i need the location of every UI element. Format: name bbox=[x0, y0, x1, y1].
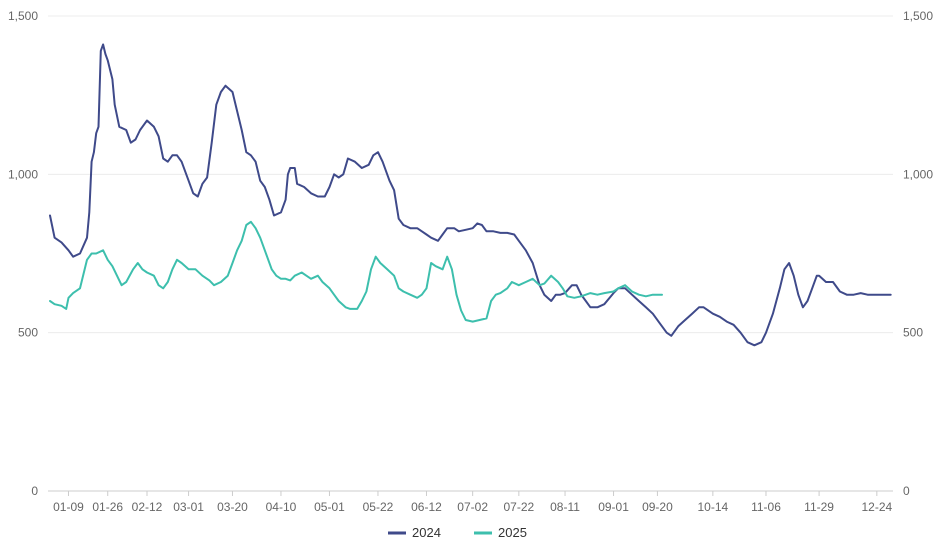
x-tick-label: 01-26 bbox=[92, 500, 123, 514]
x-tick-label: 08-11 bbox=[550, 500, 580, 514]
series-lines bbox=[49, 43, 892, 347]
x-tick-label: 11-06 bbox=[751, 500, 781, 514]
x-axis: 01-09 01-26 02-12 03-01 03-20 04-10 05-01 05-22… bbox=[53, 491, 892, 514]
gridlines bbox=[48, 15, 893, 492]
x-tick-label: 12-24 bbox=[861, 500, 892, 514]
x-tick-label: 03-20 bbox=[217, 500, 248, 514]
y-tick-label-left: 1,000 bbox=[8, 167, 38, 181]
y-tick-label-left: 0 bbox=[31, 484, 38, 498]
y-tick-label-right: 0 bbox=[903, 484, 910, 498]
x-tick-label: 04-10 bbox=[266, 500, 297, 514]
x-tick-label: 09-20 bbox=[642, 500, 673, 514]
series-line-2025 bbox=[49, 220, 663, 323]
legend-item-2024[interactable]: 2024 bbox=[388, 525, 441, 540]
legend-label: 2024 bbox=[412, 525, 441, 540]
x-tick-label: 09-01 bbox=[598, 500, 629, 514]
series-line-2024 bbox=[49, 43, 892, 347]
legend-item-2025[interactable]: 2025 bbox=[474, 525, 527, 540]
x-tick-label: 07-22 bbox=[503, 500, 534, 514]
y-tick-label-left: 1,500 bbox=[8, 9, 38, 23]
legend[interactable]: 2024 2025 bbox=[388, 525, 527, 540]
x-tick-label: 02-12 bbox=[132, 500, 163, 514]
y-tick-label-right: 500 bbox=[903, 326, 923, 340]
x-tick-label: 01-09 bbox=[53, 500, 84, 514]
x-tick-label: 11-29 bbox=[804, 500, 834, 514]
y-tick-label-left: 500 bbox=[18, 326, 38, 340]
y-axis-left: 0 500 1,000 1,500 bbox=[8, 9, 38, 498]
x-tick-label: 10-14 bbox=[698, 500, 729, 514]
y-tick-label-right: 1,000 bbox=[903, 167, 933, 181]
x-tick-label: 03-01 bbox=[173, 500, 204, 514]
legend-label: 2025 bbox=[498, 525, 527, 540]
x-tick-label: 05-01 bbox=[314, 500, 345, 514]
x-tick-label: 07-02 bbox=[457, 500, 488, 514]
x-tick-label: 06-12 bbox=[411, 500, 442, 514]
y-axis-right: 0 500 1,000 1,500 bbox=[903, 9, 933, 498]
y-tick-label-right: 1,500 bbox=[903, 9, 933, 23]
x-tick-label: 05-22 bbox=[363, 500, 394, 514]
